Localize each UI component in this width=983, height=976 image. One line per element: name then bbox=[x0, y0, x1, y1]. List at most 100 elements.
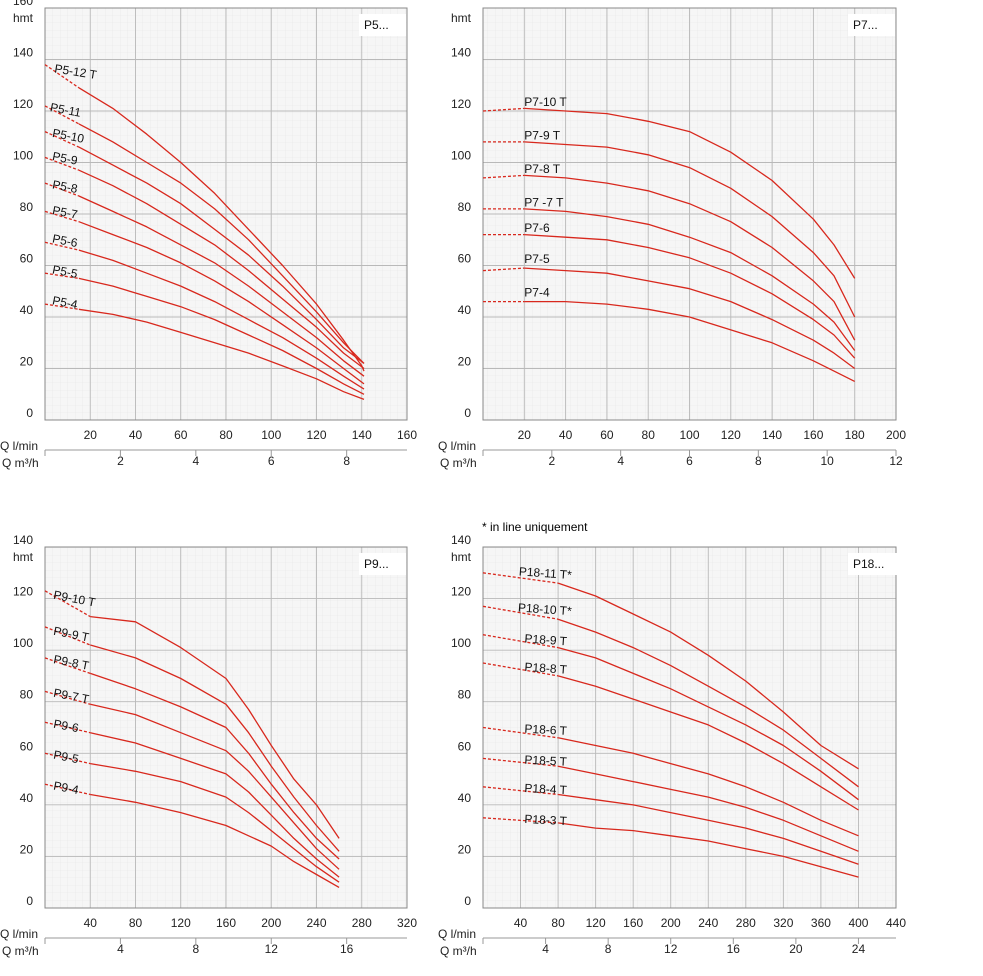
secondary-tick-label: 6 bbox=[686, 454, 693, 468]
model-title: P5... bbox=[364, 18, 389, 32]
curve-label: P9-7 T bbox=[52, 686, 90, 707]
pump-curve bbox=[558, 822, 859, 878]
x-tick-label: 140 bbox=[352, 428, 372, 442]
pump-curve bbox=[90, 615, 340, 839]
y-tick-label: 140 bbox=[451, 46, 471, 60]
model-title: P7... bbox=[853, 18, 878, 32]
model-title: P9... bbox=[364, 557, 389, 571]
curve-label: P7-9 T bbox=[524, 128, 560, 142]
curve-extrapolated bbox=[44, 182, 80, 197]
plot-frame bbox=[44, 7, 408, 421]
secondary-tick-label: 6 bbox=[268, 454, 275, 468]
x-tick-label: 280 bbox=[352, 916, 372, 930]
x-tick-label: 120 bbox=[721, 428, 741, 442]
curve-label: P9-9 T bbox=[52, 624, 90, 645]
curve-extrapolated bbox=[44, 626, 91, 646]
y-axis-label: hmt bbox=[13, 11, 34, 25]
pump-curve bbox=[524, 300, 855, 382]
curve-extrapolated bbox=[44, 303, 79, 310]
y-tick-label: 40 bbox=[20, 303, 34, 317]
model-title-box bbox=[359, 553, 406, 575]
secondary-tick-label: 2 bbox=[548, 454, 555, 468]
curve-extrapolated bbox=[44, 752, 91, 765]
curve-extrapolated bbox=[482, 107, 525, 112]
x-tick-label: 80 bbox=[642, 428, 656, 442]
curve-label: P18-9 T bbox=[524, 631, 568, 648]
x-tick-label: 440 bbox=[886, 916, 906, 930]
curve-label: P7 -7 T bbox=[524, 195, 564, 209]
pump-curve bbox=[524, 233, 856, 359]
x-tick-label: 160 bbox=[803, 428, 823, 442]
pump-curve bbox=[78, 277, 365, 395]
x-axis-label: Q l/min bbox=[0, 439, 38, 453]
curve-extrapolated bbox=[44, 657, 91, 675]
x-tick-label: 120 bbox=[586, 916, 606, 930]
y-tick-label: 100 bbox=[451, 149, 471, 163]
x-tick-label: 160 bbox=[623, 916, 643, 930]
curve-extrapolated bbox=[482, 267, 525, 272]
curve-extrapolated bbox=[44, 783, 91, 796]
pump-curve bbox=[90, 703, 340, 870]
y-tick-label: 100 bbox=[451, 636, 471, 650]
secondary-tick-label: 20 bbox=[789, 942, 803, 956]
x-tick-label: 20 bbox=[518, 428, 532, 442]
x-tick-label: 160 bbox=[216, 916, 236, 930]
curve-extrapolated bbox=[44, 131, 80, 148]
y-tick-label: 120 bbox=[13, 585, 33, 599]
secondary-axis-label: Q m³/h bbox=[440, 944, 477, 958]
curve-extrapolated bbox=[482, 662, 559, 677]
curve-label: P18-3 T bbox=[524, 812, 568, 828]
curve-label: P5-10 bbox=[51, 126, 85, 146]
x-tick-label: 120 bbox=[171, 916, 191, 930]
secondary-tick-label: 4 bbox=[192, 454, 199, 468]
x-tick-label: 100 bbox=[261, 428, 281, 442]
model-title: P18... bbox=[853, 557, 884, 571]
x-tick-label: 360 bbox=[811, 916, 831, 930]
y-tick-label: 140 bbox=[13, 46, 33, 60]
pump-curve bbox=[78, 308, 365, 401]
y-tick-label: 120 bbox=[451, 97, 471, 111]
curve-extrapolated bbox=[44, 105, 80, 125]
secondary-tick-label: 8 bbox=[755, 454, 762, 468]
curve-extrapolated bbox=[44, 156, 80, 171]
footnote-text: * in line uniquement bbox=[482, 520, 588, 534]
pump-curve bbox=[524, 141, 856, 318]
x-axis-label: Q l/min bbox=[0, 927, 38, 941]
y-tick-label: 80 bbox=[458, 200, 472, 214]
model-title-box bbox=[359, 14, 406, 36]
secondary-tick-label: 8 bbox=[343, 454, 350, 468]
pump-curve bbox=[90, 644, 340, 852]
y-tick-label: 40 bbox=[20, 791, 34, 805]
y-tick-label: 0 bbox=[26, 894, 33, 908]
x-tick-label: 160 bbox=[397, 428, 417, 442]
pump-curve bbox=[524, 107, 856, 279]
curve-label: P5-8 bbox=[51, 177, 79, 196]
x-tick-label: 120 bbox=[306, 428, 326, 442]
plot-frame bbox=[482, 7, 897, 421]
curve-label: P7-10 T bbox=[524, 95, 567, 109]
curve-extrapolated bbox=[44, 690, 91, 705]
y-tick-label: 20 bbox=[458, 842, 472, 856]
y-tick-label: 60 bbox=[458, 252, 472, 266]
curve-extrapolated bbox=[482, 757, 559, 767]
curve-extrapolated bbox=[44, 721, 91, 734]
model-title-box bbox=[848, 553, 902, 575]
y-tick-label: 20 bbox=[458, 355, 472, 369]
curve-extrapolated bbox=[482, 634, 559, 649]
secondary-axis-label: Q m³/h bbox=[2, 456, 39, 470]
curve-label: P9-6 bbox=[52, 717, 80, 736]
pump-curve bbox=[557, 675, 859, 811]
pump-curve bbox=[558, 793, 859, 865]
pump-curve bbox=[78, 169, 365, 370]
secondary-tick-label: 8 bbox=[605, 942, 612, 956]
x-tick-label: 320 bbox=[773, 916, 793, 930]
x-tick-label: 280 bbox=[736, 916, 756, 930]
y-axis-label: hmt bbox=[451, 550, 472, 564]
x-tick-label: 200 bbox=[661, 916, 681, 930]
chart-4: 40 80 120 160 200 240 280 320 360 400 440 0 20 40 60 80… bbox=[438, 533, 906, 958]
x-tick-label: 60 bbox=[174, 428, 188, 442]
curve-label: P18-8 T bbox=[524, 660, 568, 677]
curve-label: P5-5 bbox=[51, 262, 79, 281]
secondary-tick-label: 10 bbox=[820, 454, 834, 468]
curve-extrapolated bbox=[482, 817, 559, 824]
